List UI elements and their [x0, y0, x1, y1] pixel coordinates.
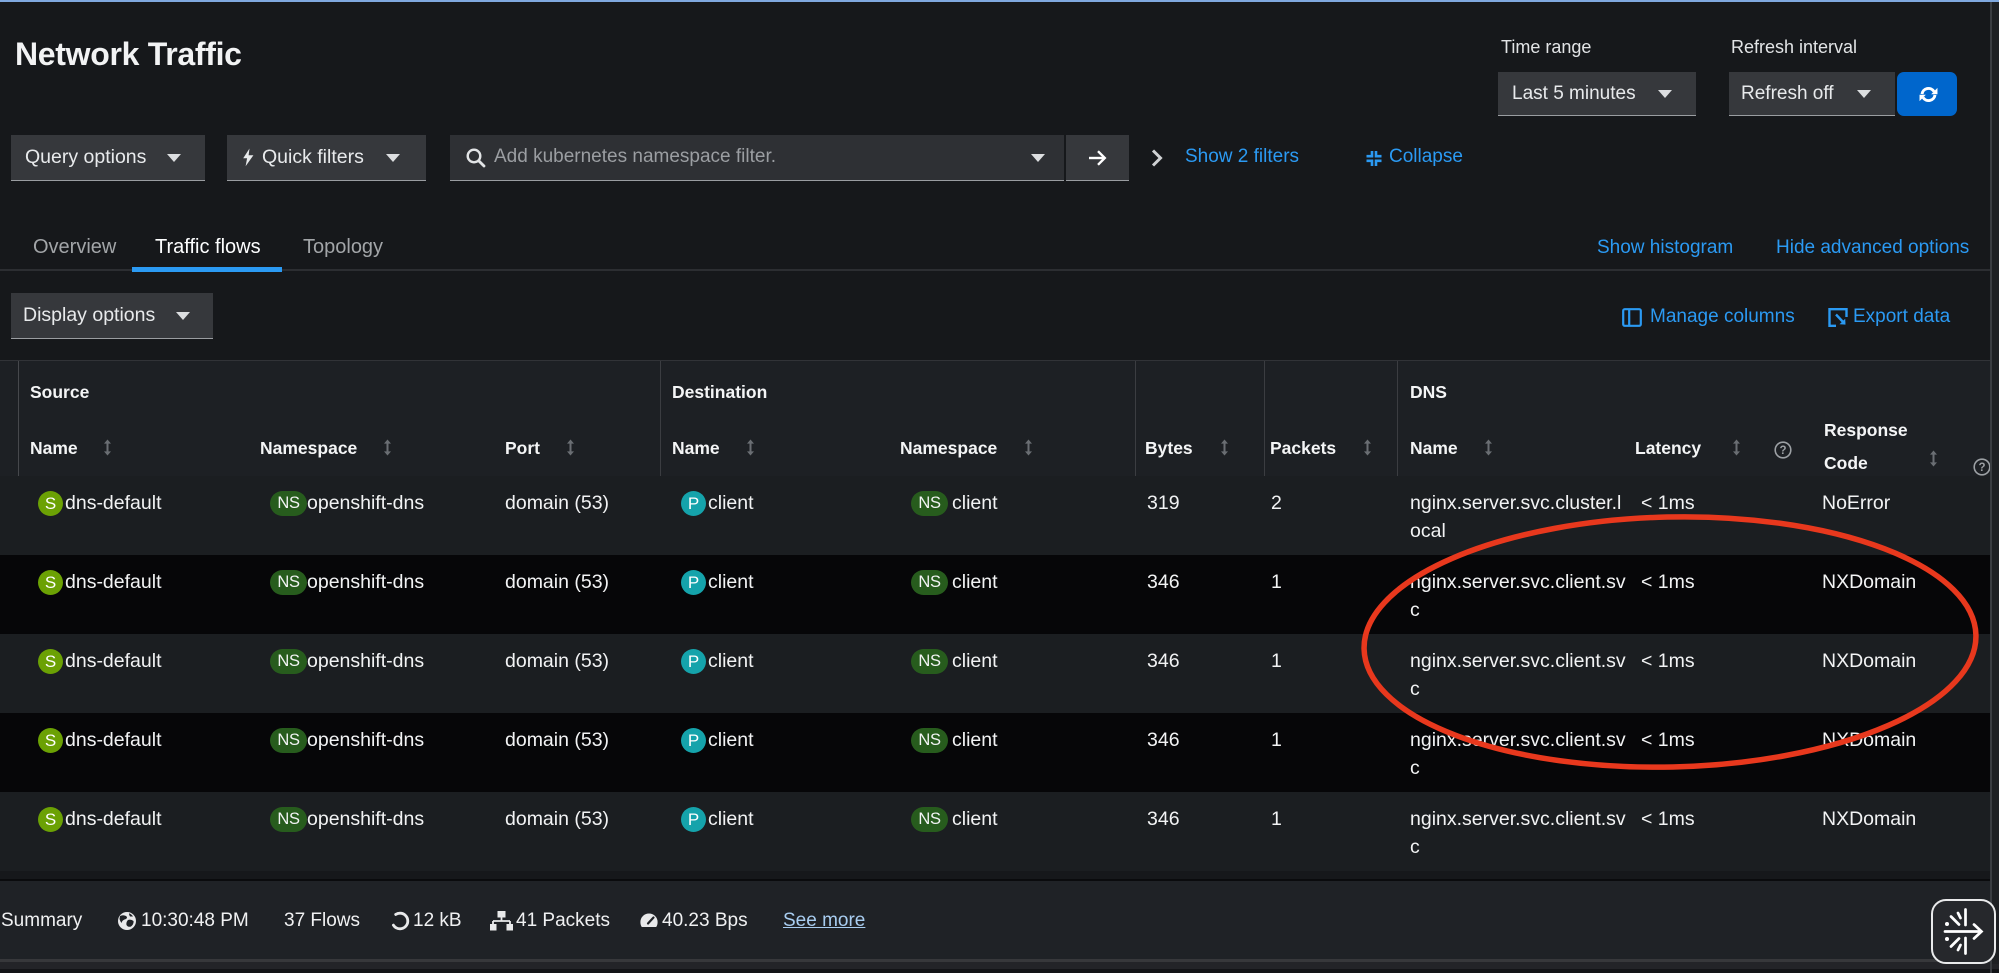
- svg-text:?: ?: [1978, 462, 1985, 474]
- svg-text:?: ?: [1779, 445, 1786, 457]
